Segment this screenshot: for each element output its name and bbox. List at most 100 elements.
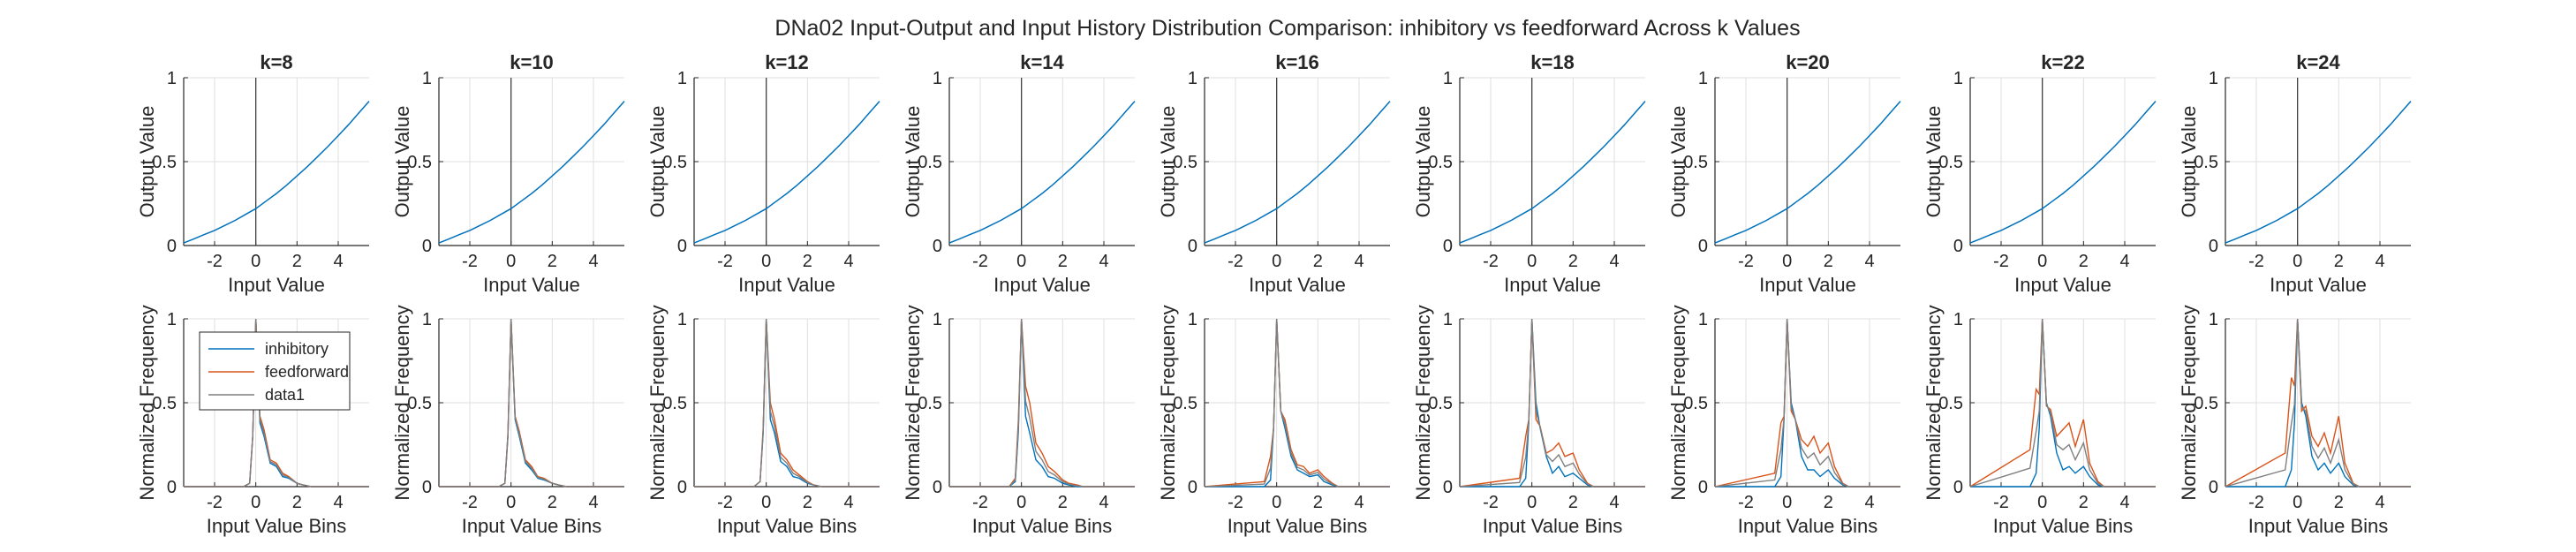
hist-panel-6-xtick-label-0: -2 xyxy=(1483,493,1499,512)
hist-panel-7-xtick-label-1: 0 xyxy=(1782,493,1792,512)
hist-panel-8-xlabel: Input Value Bins xyxy=(1993,515,2134,537)
io-panel-9-xtick-label-2: 2 xyxy=(2334,252,2344,271)
io-panel-3-ytick-label-0: 0 xyxy=(677,237,687,256)
io-panel-8: -2 0 2 4 0 0.5 1 Input Value Output Value k=22 xyxy=(1923,51,2157,296)
io-panel-2-xlabel: Input Value xyxy=(483,274,580,296)
legend-box xyxy=(199,331,351,411)
hist-panel-1-ylabel: Normalized Frequency xyxy=(136,305,158,500)
io-panel-9-xlabel: Input Value xyxy=(2270,274,2367,296)
io-panel-7-xlabel: Input Value xyxy=(1759,274,1856,296)
io-panel-7-ylabel: Output Value xyxy=(1667,106,1689,218)
hist-data1-line-8 xyxy=(1969,318,2156,488)
hist-panel-2-xtick-label-3: 4 xyxy=(588,493,598,512)
io-panel-2-ytick-label-1: 0.5 xyxy=(407,153,432,172)
hist-panel-2-ytick-label-1: 0.5 xyxy=(407,394,432,413)
hist-panel-3-ytick-label-2: 1 xyxy=(677,310,687,329)
hist-panel-9-ytick-label-1: 0.5 xyxy=(2194,394,2218,413)
hist-panel-6-ytick-label-0: 0 xyxy=(1443,478,1453,497)
hist-panel-5-xtick-label-2: 2 xyxy=(1313,493,1323,512)
io-panel-7-ytick-label-2: 1 xyxy=(1698,69,1708,88)
io-curve-8 xyxy=(1969,101,2157,244)
hist-panel-4-ylabel: Normalized Frequency xyxy=(902,305,924,500)
hist-panel-4-xtick-label-3: 4 xyxy=(1099,493,1108,512)
hist-feedforward-line-9 xyxy=(2225,318,2411,488)
hist-panel-6-ytick-label-2: 1 xyxy=(1443,310,1453,329)
io-panel-7-xtick-label-3: 4 xyxy=(1864,252,1874,271)
io-panel-9-xtick-label-0: -2 xyxy=(2248,252,2264,271)
io-panel-5-ytick-label-1: 0.5 xyxy=(1173,153,1197,172)
io-panel-9-ytick-label-2: 1 xyxy=(2209,69,2218,88)
io-panel-title-8: k=22 xyxy=(2041,51,2085,73)
legend-label-data1: data1 xyxy=(265,386,305,404)
io-panel-8-xtick-label-1: 0 xyxy=(2037,252,2047,271)
io-panel-6-xlabel: Input Value xyxy=(1504,274,1601,296)
io-panel-4: -2 0 2 4 0 0.5 1 Input Value Output Value k=14 xyxy=(902,51,1136,296)
hist-panel-9-ytick-label-0: 0 xyxy=(2209,478,2218,497)
legend: inhibitory feedforward data1 xyxy=(199,331,351,411)
hist-panel-7-ytick-label-2: 1 xyxy=(1698,310,1708,329)
io-panel-5: -2 0 2 4 0 0.5 1 Input Value Output Value k=16 xyxy=(1157,51,1391,296)
hist-panel-7-xlabel: Input Value Bins xyxy=(1738,515,1878,537)
hist-panel-8-ytick-label-0: 0 xyxy=(1953,478,1963,497)
io-panel-8-xtick-label-3: 4 xyxy=(2119,252,2129,271)
hist-panel-6-xtick-label-2: 2 xyxy=(1568,493,1578,512)
io-panel-1: -2 0 2 4 0 0.5 1 Input Value Output Value k=8 xyxy=(136,51,370,296)
io-panel-1-ytick-label-2: 1 xyxy=(167,69,177,88)
hist-panel-8-ytick-label-1: 0.5 xyxy=(1938,394,1963,413)
legend-label-feedforward: feedforward xyxy=(265,363,349,381)
io-curve-1 xyxy=(183,101,370,244)
hist-panel-3-xtick-label-3: 4 xyxy=(843,493,853,512)
hist-panel-1-xtick-label-1: 0 xyxy=(251,493,261,512)
io-curve-3 xyxy=(693,101,880,244)
io-panel-title-4: k=14 xyxy=(1020,51,1064,73)
legend-label-inhibitory: inhibitory xyxy=(265,340,329,358)
hist-panel-3-ytick-label-0: 0 xyxy=(677,478,687,497)
io-panel-3-ytick-label-2: 1 xyxy=(677,69,687,88)
hist-panel-3-ylabel: Normalized Frequency xyxy=(646,305,669,500)
hist-panel-9-ytick-label-2: 1 xyxy=(2209,310,2218,329)
hist-data1-line-4 xyxy=(949,318,1135,488)
io-curve-4 xyxy=(948,101,1136,244)
io-panel-4-xlabel: Input Value xyxy=(993,274,1091,296)
hist-panel-4-xtick-label-1: 0 xyxy=(1016,493,1026,512)
hist-inhibitory-line-6 xyxy=(1460,318,1645,488)
hist-panel-8: -2 0 2 4 0 0.5 1 Input Value Bins Normalized Fre… xyxy=(1923,305,2156,537)
io-panel-9-xtick-label-3: 4 xyxy=(2375,252,2384,271)
io-panel-8-ytick-label-2: 1 xyxy=(1953,69,1963,88)
hist-panel-9-ylabel: Normalized Frequency xyxy=(2178,305,2200,500)
hist-panel-8-xtick-label-1: 0 xyxy=(2037,493,2047,512)
io-panel-title-5: k=16 xyxy=(1275,51,1319,73)
io-panel-5-xlabel: Input Value xyxy=(1249,274,1346,296)
hist-panel-1-xtick-label-2: 2 xyxy=(292,493,302,512)
io-panel-title-7: k=20 xyxy=(1786,51,1830,73)
hist-panel-9-xlabel: Input Value Bins xyxy=(2248,515,2389,537)
hist-panel-6: -2 0 2 4 0 0.5 1 Input Value Bins Normalized Fre… xyxy=(1412,305,1645,537)
io-panel-7-ytick-label-1: 0.5 xyxy=(1683,153,1708,172)
io-panel-4-ytick-label-1: 0.5 xyxy=(918,153,942,172)
hist-panel-4-xtick-label-0: -2 xyxy=(972,493,988,512)
hist-panel-7-xtick-label-2: 2 xyxy=(1824,493,1833,512)
io-panel-7-xtick-label-0: -2 xyxy=(1738,252,1754,271)
hist-panel-8-ylabel: Normalized Frequency xyxy=(1923,305,1945,500)
hist-panel-5-ylabel: Normalized Frequency xyxy=(1157,305,1179,500)
io-panel-1-ytick-label-0: 0 xyxy=(167,237,177,256)
io-panel-2-xtick-label-2: 2 xyxy=(548,252,557,271)
io-panel-5-ytick-label-2: 1 xyxy=(1188,69,1197,88)
io-panel-7-ytick-label-0: 0 xyxy=(1698,237,1708,256)
io-panel-8-ytick-label-0: 0 xyxy=(1953,237,1963,256)
hist-panel-7-ytick-label-0: 0 xyxy=(1698,478,1708,497)
io-panel-5-xtick-label-2: 2 xyxy=(1313,252,1323,271)
hist-panel-3-xtick-label-0: -2 xyxy=(717,493,733,512)
hist-data1-line-2 xyxy=(439,318,624,488)
io-panel-4-xtick-label-3: 4 xyxy=(1099,252,1108,271)
io-panel-2-xtick-label-3: 4 xyxy=(588,252,598,271)
hist-inhibitory-line-9 xyxy=(2225,318,2411,488)
hist-panel-8-ytick-label-2: 1 xyxy=(1953,310,1963,329)
io-panel-3-xtick-label-1: 0 xyxy=(761,252,771,271)
hist-inhibitory-line-7 xyxy=(1715,318,1900,488)
io-panel-6-ytick-label-2: 1 xyxy=(1443,69,1453,88)
hist-panel-5-xtick-label-1: 0 xyxy=(1272,493,1281,512)
hist-inhibitory-line-8 xyxy=(1970,318,2156,488)
